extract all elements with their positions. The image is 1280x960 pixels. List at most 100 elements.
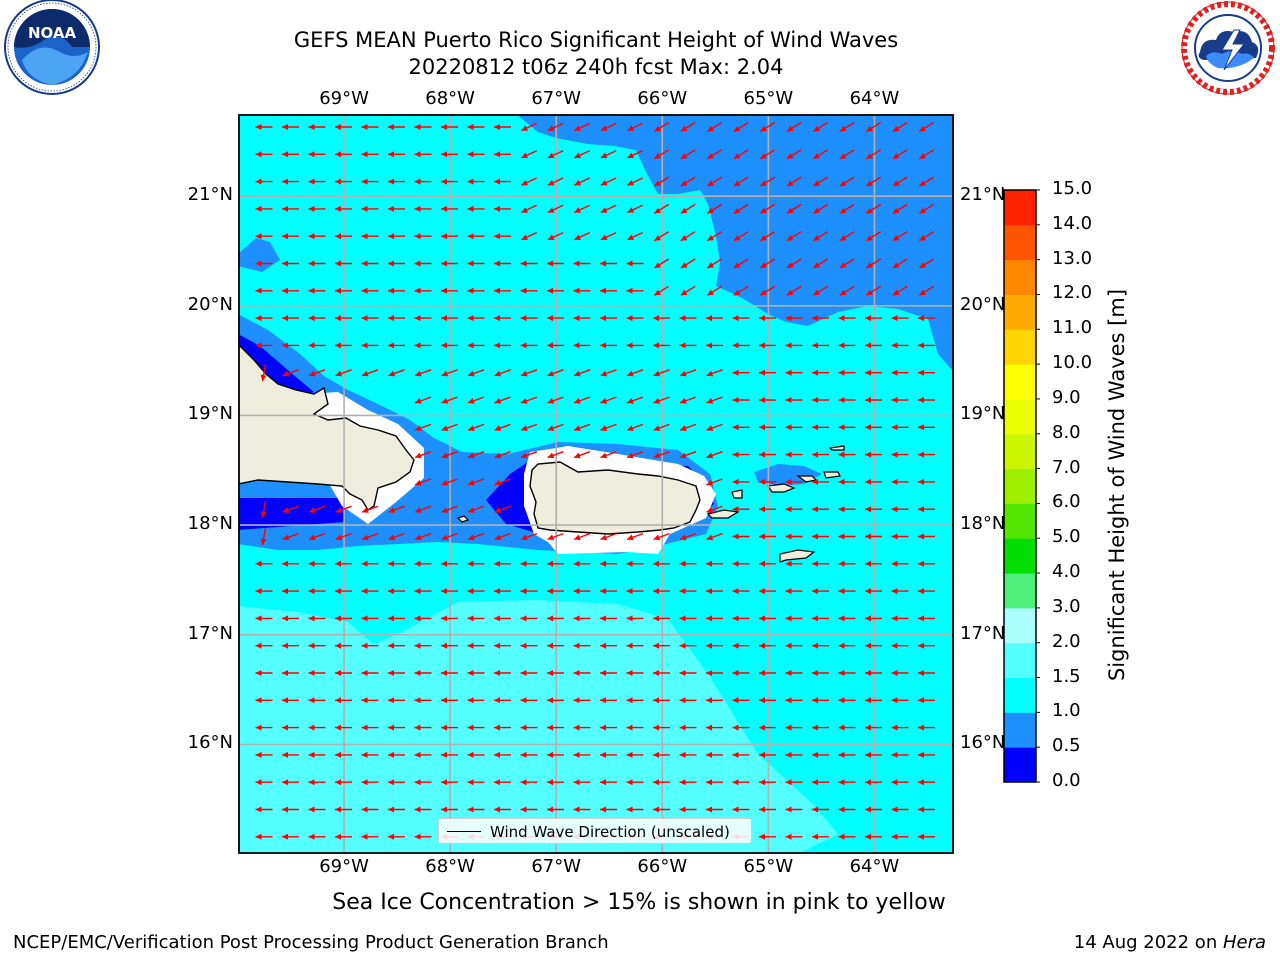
wave-vector-head — [335, 315, 341, 322]
wave-vector-head — [308, 670, 315, 676]
wave-vector-head — [547, 779, 553, 786]
wave-vector-head — [679, 588, 686, 595]
wave-vector-head — [573, 615, 580, 622]
lon-tick-label-bottom: 65°W — [743, 856, 794, 877]
colorbar-segment — [1004, 747, 1036, 783]
wave-vector-head — [892, 125, 900, 132]
colorbar-tick-label: 1.5 — [1052, 665, 1081, 687]
wave-vector-head — [865, 642, 871, 649]
wave-vector-head — [494, 124, 500, 130]
wave-vector-head — [785, 588, 792, 595]
legend-line-swatch — [447, 831, 481, 832]
wave-vector-head — [732, 670, 739, 676]
wave-vector-head — [441, 534, 449, 541]
wave-vector-head — [733, 180, 741, 187]
land-st-thomas — [766, 483, 796, 493]
wave-vector-head — [654, 125, 661, 132]
wave-vector-head — [626, 615, 633, 622]
wave-vector-head — [680, 153, 688, 159]
wave-vector-head — [626, 806, 633, 813]
wave-vector-head — [813, 262, 820, 268]
wave-vector-head — [441, 370, 449, 377]
wave-vector-head — [919, 153, 926, 159]
wave-vector-head — [891, 751, 898, 758]
wave-vector-head — [414, 751, 421, 758]
wave-vector-head — [388, 260, 394, 267]
wave-vector-head — [733, 289, 741, 296]
wave-vector-head — [759, 724, 765, 731]
wave-vector-head — [388, 507, 396, 513]
wave-vector-head — [282, 751, 288, 758]
lon-tick-label-top: 67°W — [531, 88, 582, 109]
wave-vector-head — [653, 751, 659, 758]
wave-vector-head — [600, 751, 606, 758]
lon-tick-label-bottom: 68°W — [425, 856, 475, 877]
wave-vector-head — [918, 670, 924, 676]
wave-vector-head — [707, 235, 714, 241]
wave-vector-head — [441, 315, 447, 322]
colorbar-segment — [1004, 538, 1036, 574]
wave-vector-head — [600, 806, 606, 813]
wave-vector-head — [918, 779, 924, 786]
wave-vector-head — [918, 315, 924, 322]
wave-vector-head — [255, 751, 262, 758]
colorbar-segment — [1004, 677, 1036, 713]
wave-vector-head — [839, 289, 847, 296]
wave-vector-head — [600, 697, 606, 704]
wave-vector-head — [654, 180, 661, 187]
wave-vector-head — [759, 424, 765, 431]
wave-vector-head — [760, 207, 767, 214]
footer-credit: NCEP/EMC/Verification Post Processing Pr… — [13, 932, 609, 953]
wave-vector-head — [918, 615, 924, 622]
wave-vector-head — [255, 124, 262, 130]
wave-vector-head — [786, 289, 794, 296]
wave-vector-head — [361, 615, 368, 622]
wave-vector-head — [415, 507, 422, 513]
wave-vector-head — [308, 642, 315, 649]
wave-vector-head — [838, 779, 845, 786]
wave-vector-head — [891, 588, 898, 595]
wave-vector-head — [361, 260, 368, 267]
wave-field-0.5-1.0-ne — [517, 115, 953, 371]
wave-vector-head — [918, 833, 924, 840]
wave-vector-head — [494, 425, 502, 431]
lon-tick-label-top: 69°W — [319, 88, 369, 109]
wave-vector-head — [361, 205, 368, 212]
wave-vector-head — [759, 451, 765, 458]
wave-vector-head — [706, 315, 712, 322]
wave-vector-head — [918, 724, 924, 731]
wave-vector-head — [282, 151, 288, 158]
wave-vector-head — [521, 207, 528, 213]
wave-vector-head — [812, 506, 818, 513]
colorbar-tick-label: 12.0 — [1052, 282, 1093, 304]
wave-vector-head — [282, 315, 288, 322]
wave-vector-head — [785, 806, 792, 813]
wave-vector-head — [865, 315, 871, 322]
wave-vector-head — [918, 697, 924, 704]
wave-vector-head — [309, 370, 316, 377]
wave-vector-head — [600, 287, 606, 294]
wave-vector-head — [866, 153, 873, 159]
wave-vector-head — [494, 588, 500, 595]
lon-tick-label-bottom: 67°W — [531, 856, 582, 877]
wave-vector-head — [865, 369, 871, 376]
wave-vector-head — [441, 507, 449, 513]
wave-vector-head — [785, 478, 792, 485]
wave-vector-head — [626, 588, 633, 595]
wave-vector-head — [918, 451, 924, 458]
wave-vector-head — [891, 315, 898, 322]
wave-vector-head — [574, 152, 581, 159]
wave-vector-head — [282, 507, 290, 513]
wave-vector-head — [335, 697, 341, 704]
wave-vector-head — [282, 205, 288, 212]
wave-vector-head — [574, 207, 581, 213]
wave-vector-head — [467, 233, 474, 240]
wave-vector-head — [865, 397, 871, 403]
wave-vector-head — [759, 806, 765, 813]
wave-vector-head — [573, 342, 580, 349]
wave-vector-head — [335, 151, 341, 158]
colorbar-tick-label: 2.0 — [1052, 630, 1081, 652]
wave-vector-head — [574, 234, 581, 240]
wave-vector-head — [494, 370, 502, 377]
wave-vector-head — [680, 180, 688, 187]
